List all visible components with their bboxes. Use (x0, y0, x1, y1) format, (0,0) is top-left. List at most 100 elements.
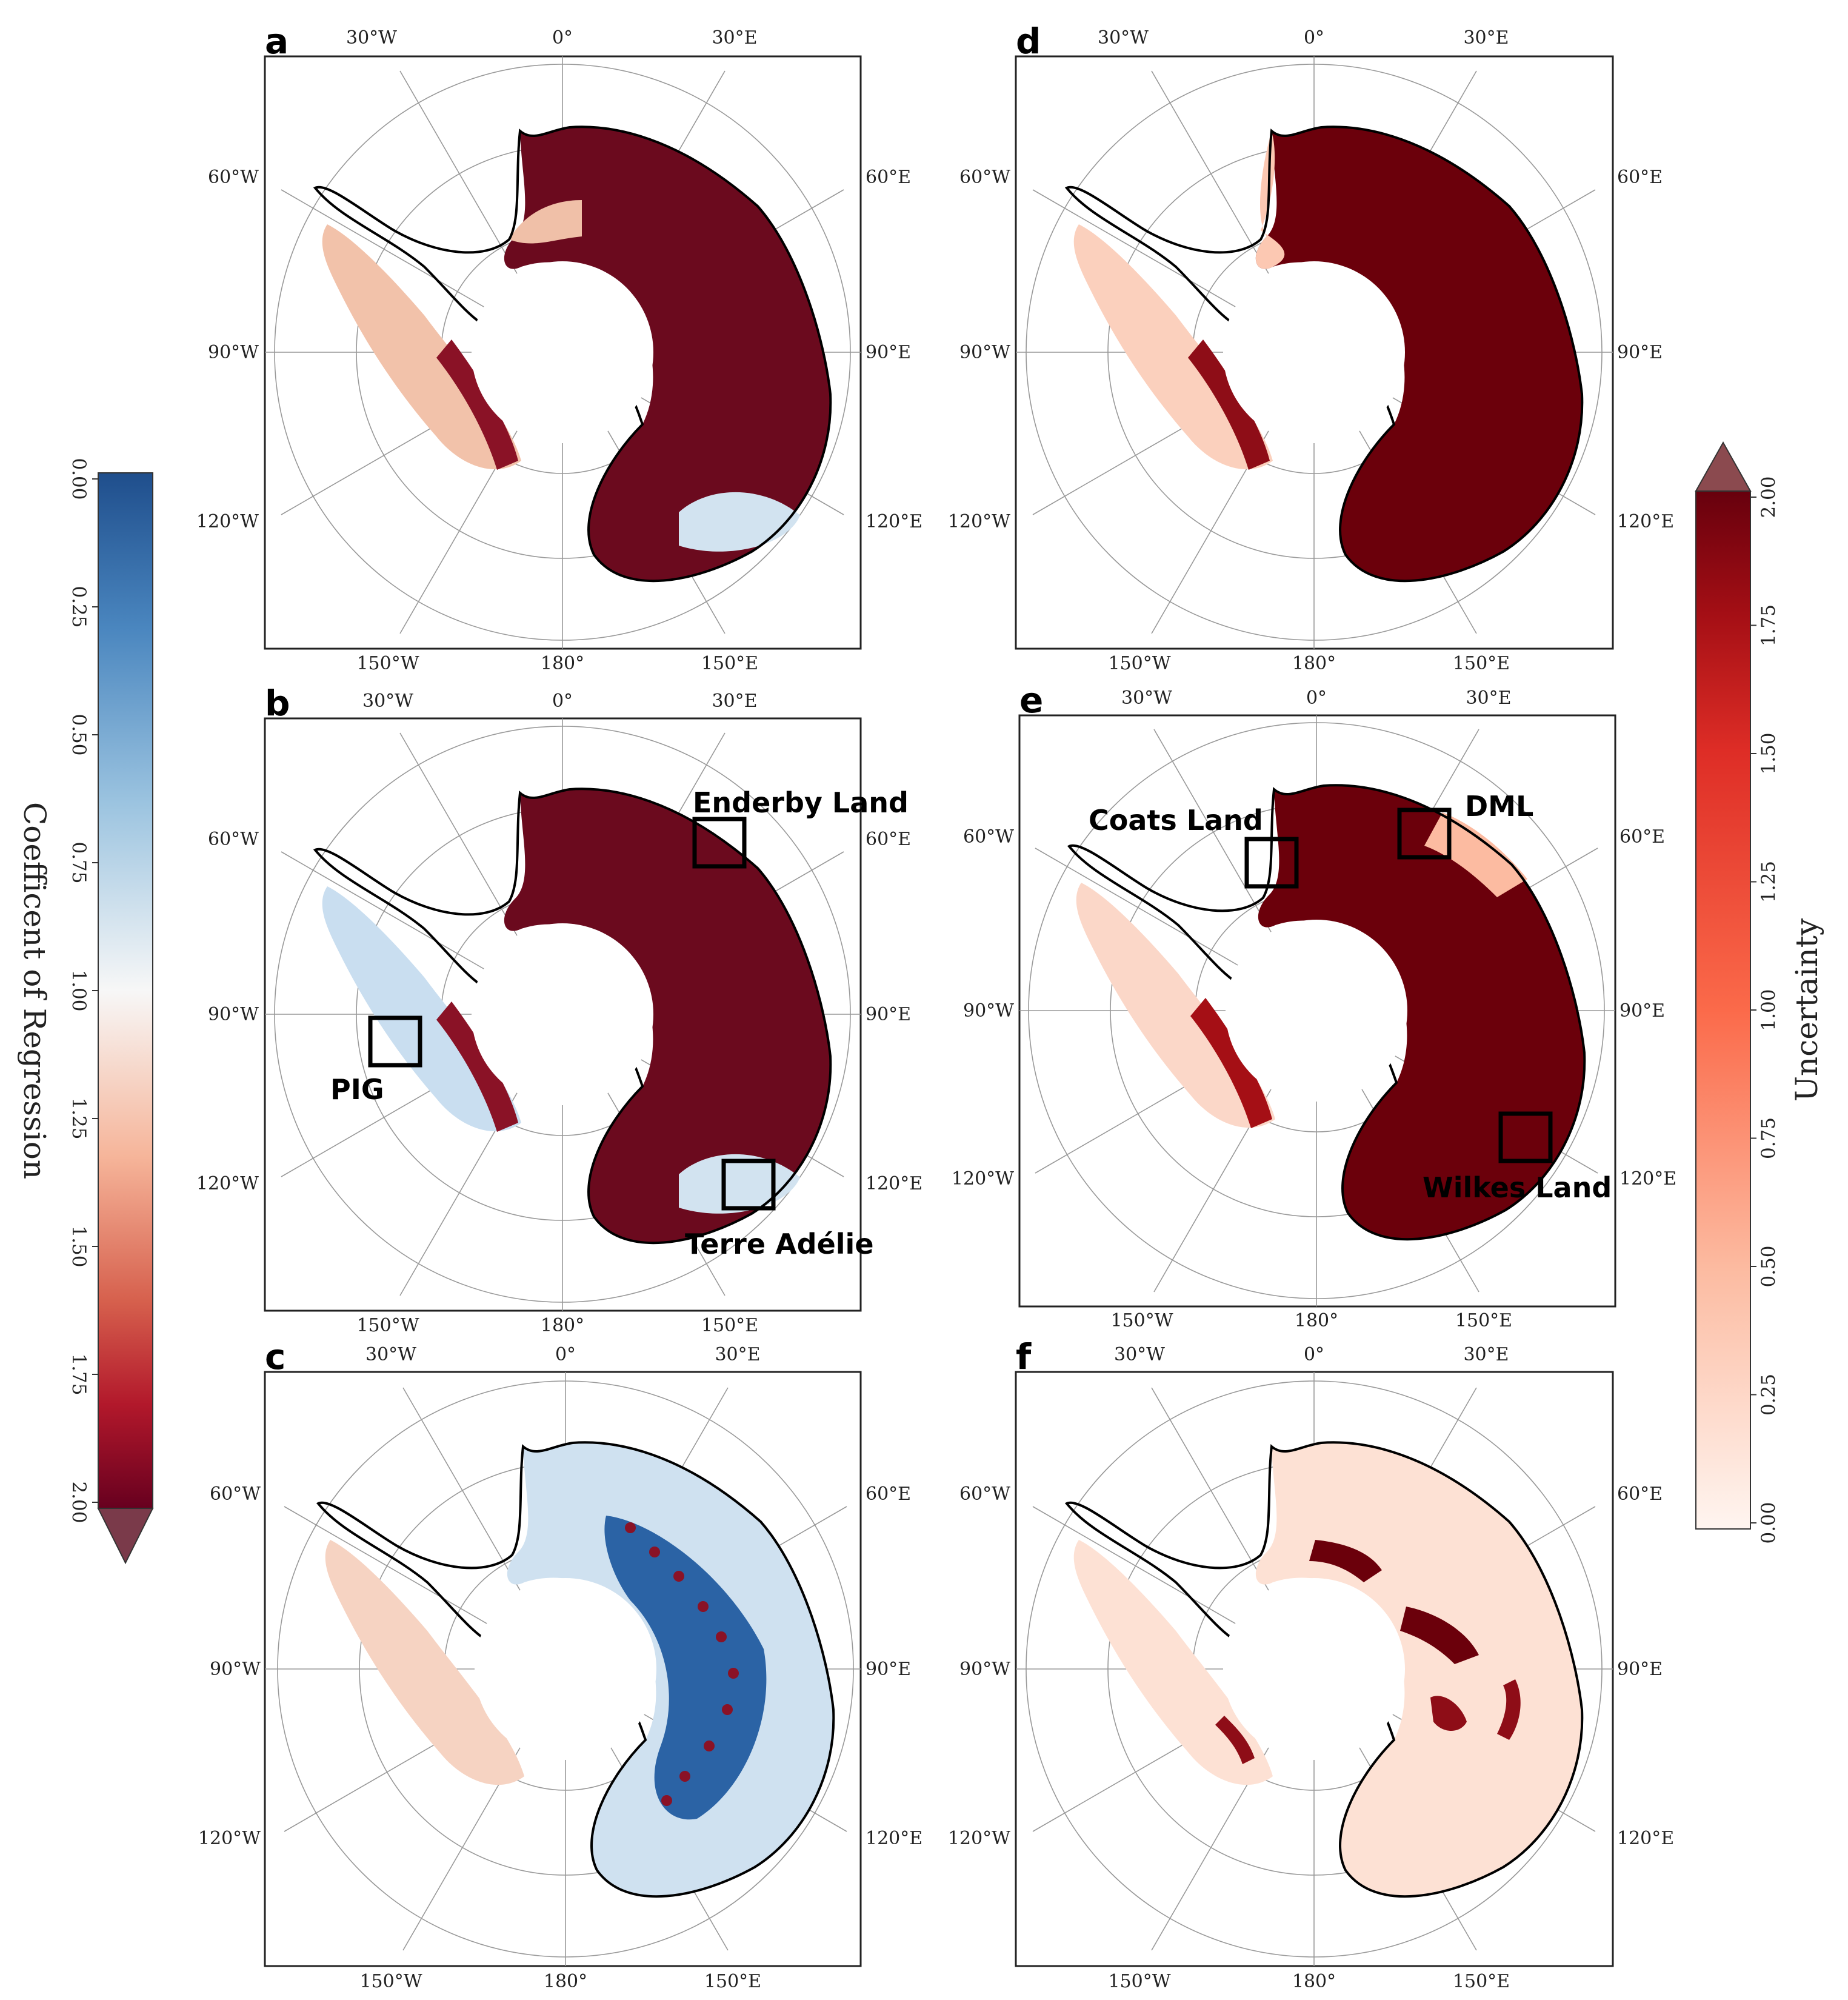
colorbar-tick-label: 0.50 (68, 714, 90, 755)
coastline (313, 125, 832, 583)
lon-label-left-3: 120°W (196, 511, 259, 532)
lon-label-top-center: 0° (552, 691, 573, 712)
coastal-low-region (679, 492, 800, 552)
lon-label-bottom-right: 150°E (1453, 653, 1510, 674)
colorbar-tick-label: 2.00 (1758, 476, 1780, 518)
lon-label-bottom-center: 180° (541, 653, 584, 674)
lon-label-bottom-right: 150°E (704, 1971, 761, 1992)
lon-label-bottom-center: 180° (541, 1315, 584, 1336)
colorbar-tick-label: 0.75 (1758, 1117, 1780, 1159)
panel-label: e (1019, 680, 1043, 721)
panel-f: f 30°W 0° 30°E 60°W 90°W 120°W 60°E 90°E… (948, 1336, 1674, 1992)
colorbar-uncertainty-gradient (1695, 490, 1751, 1530)
high-uncertainty-patch-4 (1497, 1679, 1521, 1740)
annotation-enderby-land: Enderby Land (693, 786, 909, 819)
colorbar-tick-label: 1.75 (68, 1353, 90, 1395)
colorbar-regression: 0.00 0.25 0.50 0.75 1.00 1.25 1.50 1.75 2.00 Coe… (17, 458, 154, 1565)
lon-label-top-left: 30°W (1114, 1344, 1165, 1365)
colorbar-tick-label: 0.00 (1758, 1502, 1780, 1543)
lon-label-left-2: 90°W (963, 1000, 1014, 1022)
colorbar-tick-label: 1.50 (68, 1225, 90, 1267)
lon-label-right-2: 90°E (866, 1659, 911, 1680)
lon-label-bottom-center: 180° (544, 1971, 587, 1992)
lon-label-bottom-right: 150°E (701, 653, 758, 674)
lon-label-right-2: 90°E (866, 1004, 911, 1025)
colorbar-tick-label: 1.00 (1758, 989, 1780, 1031)
panel-label: f (1016, 1336, 1032, 1377)
peninsula-dark-band (1190, 998, 1272, 1128)
high-uncertainty-patch-2 (1400, 1607, 1479, 1664)
lon-label-bottom-left: 150°W (356, 653, 419, 674)
colorbar-uncertainty: 0.00 0.25 0.50 0.75 1.00 1.25 1.50 1.75 2.00 Unc… (1695, 441, 1824, 1544)
lon-label-left-3: 120°W (948, 1828, 1010, 1849)
panel-label: b (265, 683, 290, 724)
peninsula-shading (325, 1540, 524, 1785)
lon-label-top-left: 30°W (1121, 687, 1172, 709)
lon-label-right-1: 60°E (1617, 167, 1663, 188)
lon-label-left-2: 90°W (210, 1659, 261, 1680)
pole-hole (472, 923, 653, 1105)
lon-label-top-left: 30°W (362, 691, 413, 712)
lon-label-left-2: 90°W (208, 342, 259, 363)
lon-label-right-2: 90°E (866, 342, 911, 363)
lon-label-top-left: 30°W (365, 1344, 416, 1365)
lon-label-top-right: 30°E (712, 27, 757, 48)
region-box-pig (368, 1015, 422, 1068)
colorbar-tick-label: 1.25 (68, 1097, 90, 1139)
lon-label-right-3: 120°E (866, 1173, 922, 1194)
lon-label-bottom-center: 180° (1292, 1971, 1336, 1992)
east-antarctica-shading (504, 127, 831, 581)
lon-label-bottom-right: 150°E (1455, 1310, 1512, 1331)
antarctica-map (1067, 784, 1586, 1241)
panel-e: e Coats Land DML Wilkes Land 30°W 0° 30°… (952, 680, 1676, 1331)
panel-c: c 30°W 0° 30°E 60°W 90°W 120°W 60°E 90°E… (198, 1336, 922, 1992)
panel-label: c (265, 1336, 285, 1377)
pole-hole (475, 1578, 656, 1760)
lon-label-left-3: 120°W (948, 511, 1010, 532)
pole-hole (472, 261, 653, 443)
lon-label-left-3: 120°W (198, 1828, 261, 1849)
lon-label-left-3: 120°W (952, 1168, 1014, 1189)
antarctica-map (313, 125, 832, 583)
lon-label-bottom-center: 180° (1295, 1310, 1338, 1331)
coastline (316, 1441, 835, 1898)
annotation-coats-land: Coats Land (1089, 804, 1263, 837)
colorbar-tick-label: 1.25 (1758, 861, 1780, 903)
lon-label-left-1: 60°W (959, 167, 1010, 188)
coastline (313, 788, 832, 1245)
region-box-enderby-land (692, 817, 747, 869)
lon-label-top-center: 0° (552, 27, 573, 48)
region-box-terre-adelie (721, 1159, 776, 1211)
colorbar-regression-ticks: 0.00 0.25 0.50 0.75 1.00 1.25 1.50 1.75 2.00 (68, 458, 98, 1523)
lon-label-left-1: 60°W (210, 1483, 261, 1505)
lon-label-top-right: 30°E (712, 691, 757, 712)
lon-label-right-3: 120°E (1620, 1168, 1676, 1189)
pole-hole (1223, 1578, 1405, 1760)
colorbar-regression-title: Coefficent of Regression (17, 802, 52, 1179)
coastline (1064, 1441, 1584, 1898)
lon-label-top-center: 0° (1304, 1344, 1324, 1365)
region-box-coats-land (1244, 837, 1299, 889)
lon-label-bottom-left: 150°W (359, 1971, 422, 1992)
colorbar-uncertainty-extend-arrow (1695, 441, 1752, 492)
ross-margin-shading (509, 200, 582, 244)
colorbar-uncertainty-ticks: 0.00 0.25 0.50 0.75 1.00 1.25 1.50 1.75 2.00 (1750, 476, 1780, 1544)
antarctica-map (313, 788, 832, 1245)
colorbar-tick-label: 1.00 (68, 969, 90, 1011)
lon-label-right-1: 60°E (866, 1483, 911, 1505)
colorbar-tick-label: 1.50 (1758, 732, 1780, 774)
lon-label-top-left: 30°W (1098, 27, 1149, 48)
antarctica-map (1064, 125, 1584, 583)
lon-label-top-right: 30°E (1463, 1344, 1509, 1365)
east-antarctica-shading (1258, 785, 1585, 1240)
lon-label-top-left: 30°W (346, 27, 397, 48)
lon-label-right-3: 120°E (1617, 1828, 1674, 1849)
panel-b: b Enderby Land PIG Terre Adélie 30°W 0° … (196, 683, 922, 1336)
east-antarctica-shading (1255, 127, 1583, 581)
peninsula-dark-band (1188, 339, 1270, 470)
region-box-wilkes-land (1498, 1111, 1553, 1163)
region-box-dml (1397, 808, 1452, 860)
colorbar-tick-label: 0.00 (68, 458, 90, 500)
colorbar-tick-label: 0.50 (1758, 1245, 1780, 1287)
